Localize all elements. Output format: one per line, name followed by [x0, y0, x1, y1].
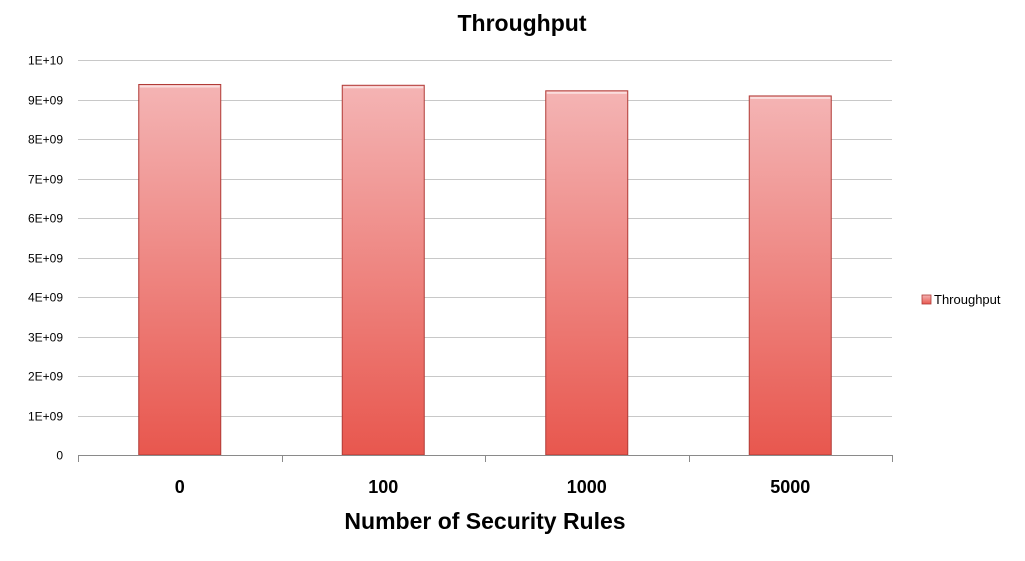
bar-highlight [139, 85, 220, 88]
x-tick-label: 5000 [770, 477, 810, 497]
bar [545, 90, 629, 456]
legend-swatch [921, 294, 932, 305]
chart-title: Throughput [457, 10, 586, 36]
y-tick-label: 7E+09 [28, 173, 63, 187]
bar-highlight [546, 91, 627, 94]
bar [748, 95, 832, 456]
y-tick-label: 1E+10 [28, 54, 63, 68]
bars [138, 83, 832, 456]
legend-label: Throughput [934, 292, 1001, 307]
x-axis-ticks: 0 100 1000 5000 [175, 477, 811, 497]
y-tick-label: 3E+09 [28, 331, 63, 345]
y-tick-label: 9E+09 [28, 94, 63, 108]
bar-highlight [343, 86, 424, 89]
y-tick-label: 6E+09 [28, 212, 63, 226]
y-tick-label: 1E+09 [28, 410, 63, 424]
y-tick-label: 2E+09 [28, 370, 63, 384]
legend: Throughput [921, 292, 1001, 307]
bar [138, 83, 222, 456]
x-tick-label: 0 [175, 477, 185, 497]
y-tick-label: 0 [56, 449, 63, 463]
x-tick-label: 100 [368, 477, 398, 497]
x-tick-label: 1000 [567, 477, 607, 497]
x-axis [78, 455, 893, 462]
y-tick-label: 4E+09 [28, 291, 63, 305]
y-axis-ticks: 0 1E+09 2E+09 3E+09 4E+09 5E+09 6E+09 7E+09 8E+0… [28, 54, 63, 463]
y-tick-label: 5E+09 [28, 252, 63, 266]
bar-highlight [750, 96, 831, 99]
y-tick-label: 8E+09 [28, 133, 63, 147]
bar [341, 84, 425, 456]
x-axis-label: Number of Security Rules [344, 508, 625, 534]
